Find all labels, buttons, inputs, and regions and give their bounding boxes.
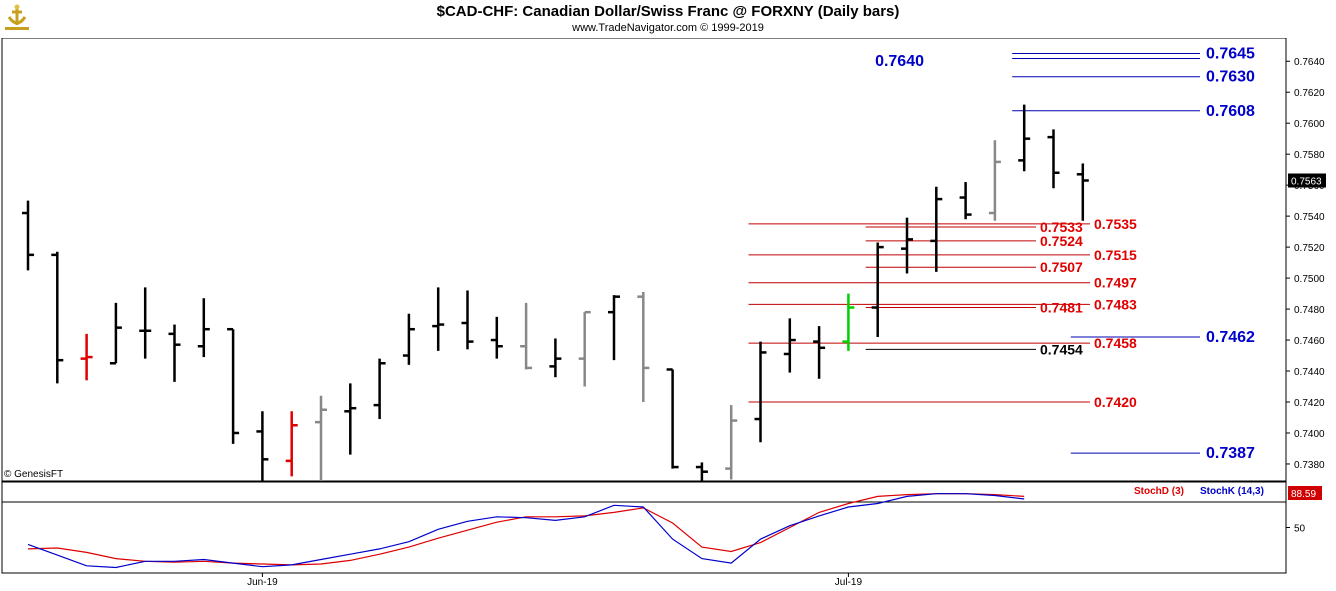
legend-stochd: StochD (3) bbox=[1134, 486, 1184, 497]
navigator-logo-icon bbox=[5, 4, 29, 30]
title-bar: $CAD-CHF: Canadian Dollar/Swiss Franc @ … bbox=[0, 0, 1336, 38]
level-label: 0.7483 bbox=[1094, 296, 1137, 312]
x-tick-label: Jun-19 bbox=[247, 577, 278, 588]
level-label: 0.7462 bbox=[1206, 329, 1255, 346]
chart-subtitle: www.TradeNavigator.com © 1999-2019 bbox=[572, 22, 764, 34]
y-tick-label: 0.7440 bbox=[1294, 367, 1325, 378]
level-label: 0.7454 bbox=[1040, 341, 1083, 357]
level-label: 0.7507 bbox=[1040, 259, 1083, 275]
y-tick-label: 0.7380 bbox=[1294, 460, 1325, 471]
level-label: 0.7630 bbox=[1206, 69, 1255, 86]
chart-title: $CAD-CHF: Canadian Dollar/Swiss Franc @ … bbox=[436, 3, 900, 20]
y-tick-label: 0.7420 bbox=[1294, 398, 1325, 409]
level-label: 0.7481 bbox=[1040, 300, 1083, 316]
y-tick-label: 0.7460 bbox=[1294, 336, 1325, 347]
y-tick-label: 0.7500 bbox=[1294, 274, 1325, 285]
stoch-line-k bbox=[27, 493, 1025, 569]
level-label: 0.7458 bbox=[1094, 335, 1137, 351]
stochastic-panel: 50 StochD (3) StochK (14,3) 88.59 bbox=[2, 486, 1322, 569]
y-tick-label: 0.7600 bbox=[1294, 119, 1325, 130]
legend-stochk: StochK (14,3) bbox=[1200, 486, 1264, 497]
chart-frames bbox=[1, 37, 1287, 574]
y-tick-label: 0.7620 bbox=[1294, 88, 1325, 99]
level-label: 0.7640 bbox=[875, 53, 924, 70]
stoch-panel-frame bbox=[1, 481, 1287, 574]
last-price-box bbox=[1288, 173, 1326, 188]
price-panel-frame bbox=[1, 37, 1287, 482]
level-label: 0.7535 bbox=[1094, 216, 1137, 232]
level-label: 0.7420 bbox=[1094, 394, 1137, 410]
stoch-line-d bbox=[27, 493, 1025, 566]
price-levels: 0.76450.76400.76300.76080.75350.75330.75… bbox=[748, 45, 1255, 462]
y-axis-ticks: 0.7380 0.7400 0.7420 0.7440 0.7460 0.7480 0.75… bbox=[1286, 57, 1326, 471]
y-tick-label: 0.7520 bbox=[1294, 243, 1325, 254]
level-label: 0.7524 bbox=[1040, 233, 1083, 249]
y-tick-label: 0.7640 bbox=[1294, 57, 1325, 68]
x-axis: Jun-19 Jul-19 bbox=[2, 572, 1286, 588]
y-tick-label: 0.7540 bbox=[1294, 212, 1325, 223]
level-label: 0.7497 bbox=[1094, 275, 1137, 291]
stoch-last-label: 88.59 bbox=[1291, 489, 1316, 500]
watermark: © GenesisFT bbox=[4, 469, 64, 480]
y-tick-label: 0.7580 bbox=[1294, 150, 1325, 161]
level-label: 0.7645 bbox=[1206, 45, 1255, 62]
x-tick-label: Jul-19 bbox=[835, 577, 863, 588]
level-label: 0.7515 bbox=[1094, 247, 1137, 263]
price-bars bbox=[22, 104, 1089, 481]
last-price-label: 0.7563 bbox=[1291, 177, 1322, 188]
y-tick-label: 0.7480 bbox=[1294, 305, 1325, 316]
level-label: 0.7608 bbox=[1206, 103, 1255, 120]
stoch-last-box bbox=[1288, 486, 1322, 500]
level-label: 0.7533 bbox=[1040, 219, 1083, 235]
stoch-y-tick-label: 50 bbox=[1294, 524, 1306, 535]
y-tick-label: 0.7400 bbox=[1294, 429, 1325, 440]
level-label: 0.7387 bbox=[1206, 445, 1255, 462]
